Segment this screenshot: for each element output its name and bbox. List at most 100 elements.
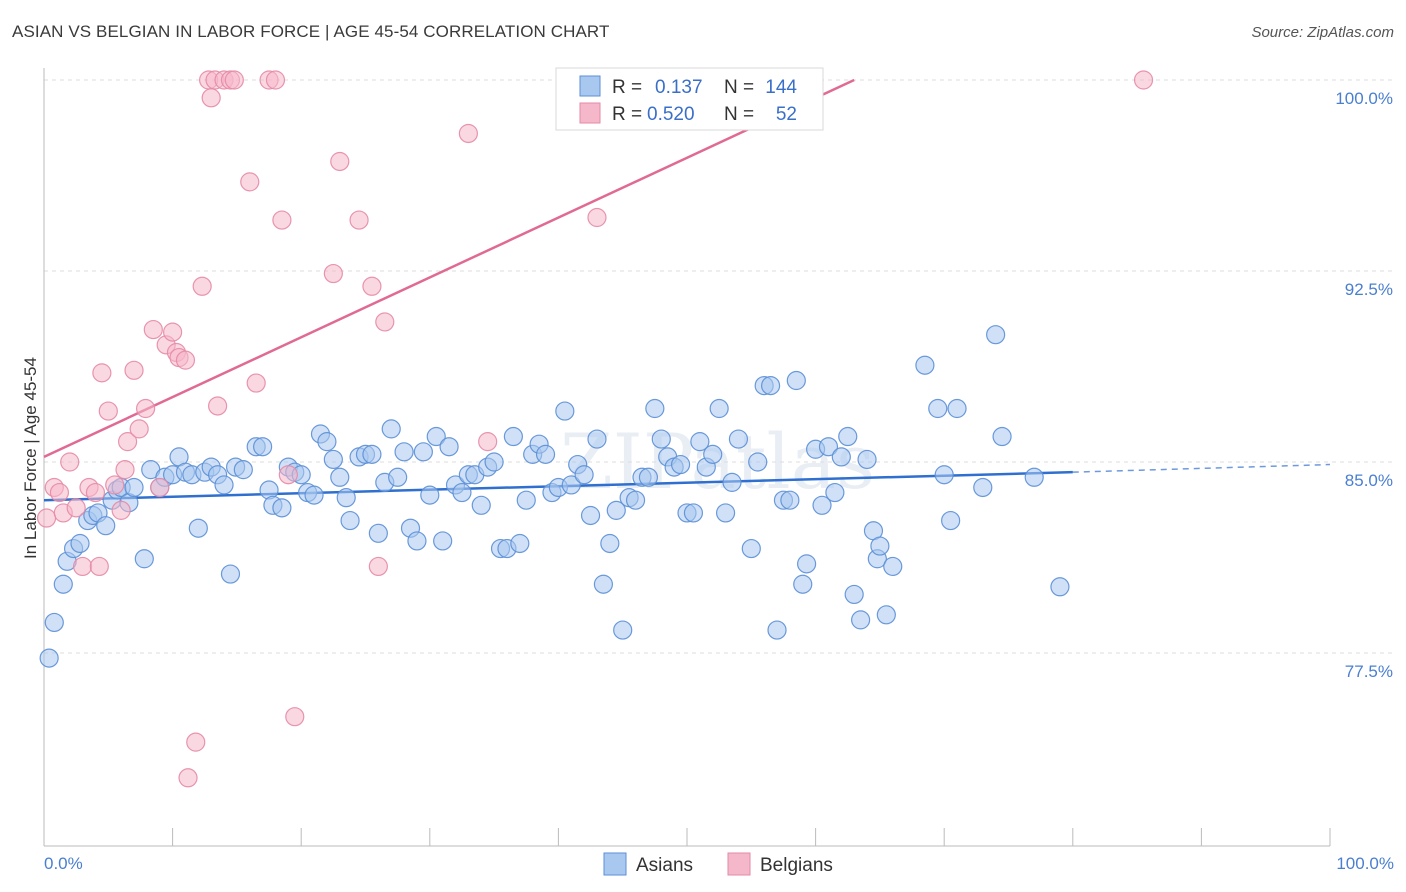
asian-point-135 <box>947 398 967 419</box>
legend-r-label-asians: R = <box>612 77 642 98</box>
belgian-point-36 <box>240 172 260 192</box>
asian-point-121 <box>831 447 851 467</box>
asian-point-66 <box>471 495 491 515</box>
asian-point-80 <box>561 475 581 495</box>
asian-point-50 <box>368 523 388 543</box>
belgian-point-17 <box>129 419 149 439</box>
x-tick-label-max: 100.0% <box>1336 854 1394 873</box>
belgian-point-44 <box>330 151 350 172</box>
belgian-point-37 <box>246 373 266 393</box>
bottom-legend-swatch-asians <box>603 852 627 876</box>
belgian-point-15 <box>117 432 138 452</box>
series-legend: Asians Belgians <box>603 852 833 876</box>
asian-point-123 <box>844 584 864 605</box>
legend-n-value-belgians: 52 <box>776 104 797 125</box>
belgian-point-35 <box>224 70 244 90</box>
belgian-point-25 <box>175 350 196 370</box>
asian-point-88 <box>613 620 633 640</box>
asian-point-32 <box>253 437 273 457</box>
belgian-point-0 <box>36 508 57 528</box>
belgian-point-14 <box>115 460 135 480</box>
belgian-point-47 <box>368 556 388 577</box>
asian-point-35 <box>272 498 292 518</box>
asian-point-59 <box>426 426 446 447</box>
asian-point-2 <box>53 574 73 594</box>
asian-point-5 <box>70 533 90 554</box>
asian-point-105 <box>722 472 742 492</box>
asian-point-124 <box>851 610 871 630</box>
asian-point-76 <box>535 444 556 464</box>
belgian-point-5 <box>66 498 86 518</box>
asian-point-73 <box>516 490 536 510</box>
asian-point-56 <box>407 531 427 551</box>
gridlines <box>44 79 1394 654</box>
asian-point-9 <box>96 516 116 536</box>
belgian-point-10 <box>92 363 112 383</box>
asian-point-45 <box>336 488 356 508</box>
legend-r-value-asians: 0.137 <box>655 77 703 98</box>
bottom-legend-label-belgians: Belgians <box>760 855 833 876</box>
asian-point-90 <box>625 490 646 510</box>
belgian-point-19 <box>143 319 163 340</box>
belgian-point-50 <box>478 432 498 452</box>
asian-point-106 <box>728 429 749 449</box>
asian-point-115 <box>793 574 813 594</box>
asian-point-14 <box>124 477 144 498</box>
bottom-legend-swatch-belgians <box>727 852 751 876</box>
belgian-point-42 <box>285 707 305 727</box>
asian-point-137 <box>986 325 1006 345</box>
belgian-point-27 <box>186 732 206 752</box>
asian-point-97 <box>670 454 691 475</box>
belgian-trend-line <box>43 78 855 459</box>
asian-point-125 <box>857 449 877 470</box>
belgian-point-41 <box>278 465 298 485</box>
asian-point-118 <box>812 495 832 515</box>
belgian-point-49 <box>458 123 478 144</box>
belgian-point-11 <box>98 401 118 421</box>
asian-point-122 <box>838 426 858 447</box>
y-tick-labels: 100.0% 92.5% 85.0% 77.5% <box>1335 89 1393 681</box>
asian-point-43 <box>323 449 343 470</box>
asian-point-138 <box>992 426 1012 447</box>
asian-point-132 <box>928 398 948 419</box>
belgian-point-4 <box>60 452 80 472</box>
bottom-legend-label-asians: Asians <box>636 855 693 876</box>
asian-point-86 <box>600 533 620 554</box>
asian-point-58 <box>420 485 440 505</box>
asian-point-120 <box>825 482 845 503</box>
asian-point-63 <box>452 482 472 503</box>
asian-point-133 <box>934 465 954 485</box>
source-credit: Source: ZipAtlas.com <box>1251 24 1394 41</box>
data-points <box>36 70 1154 788</box>
asian-point-46 <box>340 510 360 531</box>
asian-point-136 <box>973 477 993 498</box>
belgian-point-40 <box>272 210 292 230</box>
asian-point-79 <box>555 401 575 421</box>
asian-point-111 <box>767 620 787 640</box>
y-tick-label-2: 85.0% <box>1345 471 1393 490</box>
belgian-point-52 <box>1133 70 1154 90</box>
legend-n-label-asians: N = <box>724 77 754 98</box>
asian-point-134 <box>941 510 961 531</box>
asian-point-100 <box>690 432 710 452</box>
asian-point-1 <box>44 612 64 633</box>
axes <box>43 68 1331 847</box>
asian-point-68 <box>484 452 504 472</box>
asian-point-72 <box>510 533 530 554</box>
belgian-point-13 <box>111 500 131 520</box>
belgian-point-30 <box>201 88 221 108</box>
legend-r-label-belgians: R = <box>612 104 642 125</box>
asian-point-114 <box>786 370 806 391</box>
belgian-point-45 <box>349 210 369 230</box>
asian-point-44 <box>330 467 350 487</box>
stats-legend: R = 0.137 N = 144 R = 0.520 N = 52 <box>555 67 824 131</box>
asian-point-93 <box>645 398 665 419</box>
y-tick-label-3: 77.5% <box>1345 662 1393 681</box>
asian-point-15 <box>134 549 154 569</box>
belgian-point-2 <box>49 482 70 503</box>
asian-point-42 <box>317 432 337 452</box>
belgian-point-51 <box>587 207 607 228</box>
asian-trend-extension <box>1072 463 1331 473</box>
asian-point-84 <box>587 429 607 449</box>
